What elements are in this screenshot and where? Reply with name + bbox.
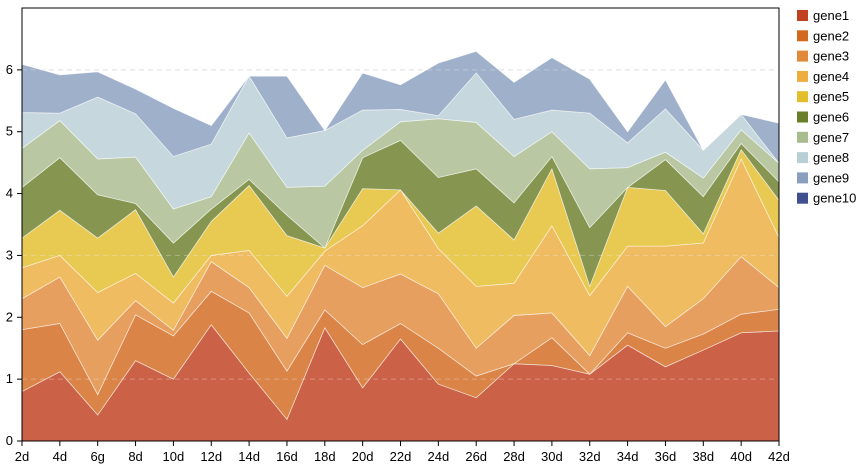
legend-label-gene8: gene8 [813,150,849,165]
legend-label-gene7: gene7 [813,130,849,145]
x-tick-label-28d: 28d [503,449,525,464]
legend-swatch-gene10 [797,192,808,204]
legend-swatch-gene9 [797,172,808,184]
legend: gene1 gene2 gene3 gene4 gene5 gene6 gene7 gene8… [797,8,856,206]
legend-label-gene2: gene2 [813,28,849,43]
x-tick-label-4d: 4d [53,449,67,464]
x-tick-label-40d: 40d [730,449,752,464]
y-tick-label-0: 0 [6,433,13,448]
legend-swatch-gene8 [797,152,808,164]
y-tick-label-2: 2 [6,309,13,324]
y-tick-label-3: 3 [6,247,13,262]
x-tick-label-2d: 2d [15,449,29,464]
legend-label-gene3: gene3 [813,49,849,64]
axes: 0 1 2 3 4 5 6 2d 4d 6g 8d 10d 12d 14d 16d 18d 20d 22d 24d 2… [6,7,790,464]
legend-swatch-gene2 [797,30,808,42]
x-tick-label-6g: 6g [90,449,104,464]
x-tick-label-18d: 18d [314,449,336,464]
legend-label-gene6: gene6 [813,110,849,125]
x-tick-label-22d: 22d [390,449,412,464]
x-tick-label-24d: 24d [427,449,449,464]
legend-swatch-gene6 [797,111,808,123]
legend-swatch-gene5 [797,91,808,103]
y-tick-label-1: 1 [6,371,13,386]
y-tick-label-5: 5 [6,124,13,139]
x-tick-label-12d: 12d [200,449,222,464]
x-tick-label-38d: 38d [692,449,714,464]
legend-swatch-gene7 [797,131,808,143]
legend-label-gene9: gene9 [813,170,849,185]
y-tick-label-4: 4 [6,186,13,201]
area-series [21,50,780,442]
legend-label-gene10: gene10 [813,191,856,206]
x-tick-label-14d: 14d [238,449,260,464]
x-tick-label-10d: 10d [163,449,185,464]
legend-swatch-gene4 [797,70,808,82]
x-tick-label-20d: 20d [352,449,374,464]
legend-label-gene5: gene5 [813,89,849,104]
x-tick-label-30d: 30d [541,449,563,464]
legend-label-gene4: gene4 [813,69,849,84]
x-tick-label-36d: 36d [655,449,677,464]
x-tick-label-8d: 8d [128,449,142,464]
legend-swatch-gene3 [797,50,808,62]
x-tick-label-42d: 42d [768,449,790,464]
legend-label-gene1: gene1 [813,8,849,23]
x-tick-label-32d: 32d [579,449,601,464]
x-tick-label-26d: 26d [465,449,487,464]
x-tick-label-16d: 16d [276,449,298,464]
y-tick-label-6: 6 [6,62,13,77]
x-tick-label-34d: 34d [617,449,639,464]
legend-swatch-gene1 [797,10,808,21]
